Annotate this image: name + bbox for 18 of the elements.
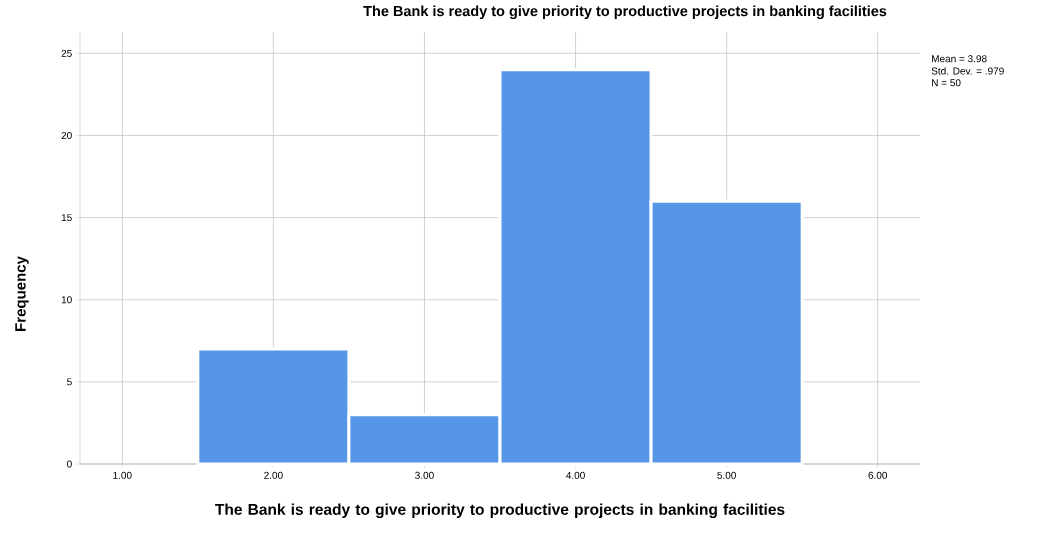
x-tick-label: 1.00 — [113, 471, 132, 479]
chart-title: The Bank is ready to give priority to productive projects in banking facilities — [363, 5, 887, 20]
x-tick-label: 2.00 — [264, 471, 283, 479]
x-tick-label: 3.00 — [415, 471, 434, 479]
text: N = 50 — [932, 79, 961, 87]
x-tick-label: 5.00 — [717, 471, 736, 479]
y-tick-label: 0 — [67, 460, 72, 468]
y-tick-label: 20 — [61, 131, 72, 140]
y-tick-label: 10 — [61, 296, 72, 304]
y-axis-title: Frequency — [15, 256, 29, 331]
y-tick-label: 5 — [67, 378, 72, 386]
x-axis-title: The Bank is ready to give priority to productive projects in banking facilities — [215, 503, 785, 519]
text: Std. Dev. = .979 — [931, 67, 1004, 75]
text: Mean = 3.98 — [932, 55, 987, 63]
x-tick-label: 6.00 — [868, 471, 888, 479]
y-tick-label: 15 — [61, 214, 72, 222]
y-tick-label: 25 — [61, 49, 72, 57]
x-tick-label: 4.00 — [566, 471, 585, 479]
